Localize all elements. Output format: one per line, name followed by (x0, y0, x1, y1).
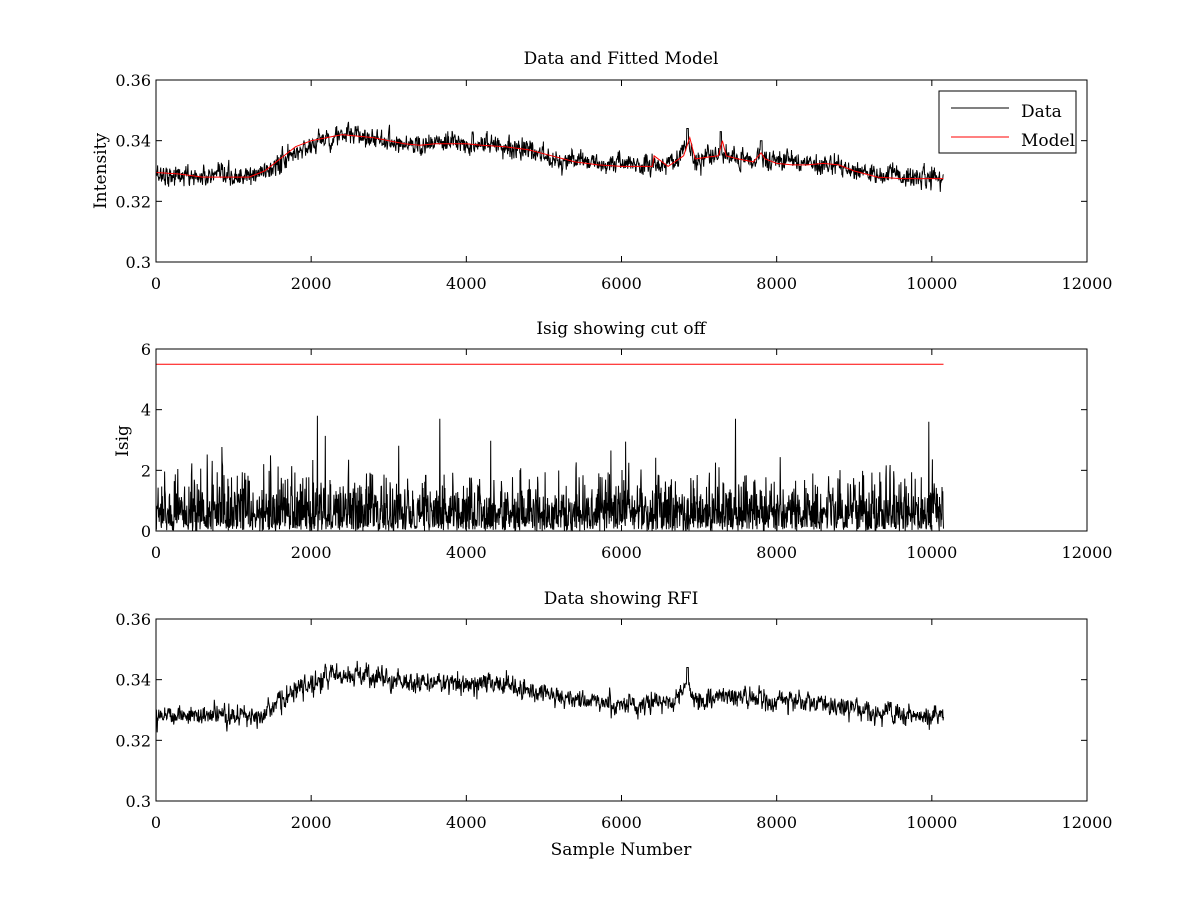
y-tick-label: 0.32 (115, 192, 151, 211)
x-tick-label: 4000 (446, 274, 487, 293)
x-tick-label: 6000 (601, 543, 642, 562)
x-tick-label: 12000 (1062, 274, 1113, 293)
x-tick-label: 8000 (756, 543, 797, 562)
y-tick-label: 0.32 (115, 731, 151, 750)
y-tick-label: 0.3 (126, 792, 151, 811)
x-tick-label: 2000 (291, 813, 332, 832)
legend-data-label: Data (1021, 102, 1062, 122)
x-tick-label: 10000 (906, 274, 957, 293)
panel-2-plot-area: 0 2000 4000 6000 8000 10000 12000 0 2 4 6 (141, 340, 1113, 562)
x-tick-label: 2000 (291, 543, 332, 562)
panel-2-ylabel: Isig (113, 425, 133, 457)
x-tick-label: 0 (151, 543, 161, 562)
series-line-isig (155, 415, 944, 532)
x-tick-label: 8000 (756, 813, 797, 832)
x-tick-label: 10000 (906, 543, 957, 562)
y-tick-label: 0 (141, 522, 151, 541)
y-tick-label: 0.34 (115, 132, 151, 151)
panel-1-ylabel: Intensity (91, 133, 111, 209)
y-tick-label: 0.36 (115, 71, 151, 90)
x-tick-label: 6000 (601, 274, 642, 293)
y-tick-label: 4 (141, 401, 151, 420)
x-tick-label: 6000 (601, 813, 642, 832)
x-tick-label: 0 (151, 274, 161, 293)
series-line-model (155, 134, 944, 180)
panel-isig: Isig showing cut off Isig 0 2000 4000 6000 8… (113, 319, 1112, 562)
panel-2-title: Isig showing cut off (536, 319, 707, 339)
y-tick-label: 2 (141, 461, 151, 480)
x-tick-label: 12000 (1062, 813, 1113, 832)
x-tick-label: 4000 (446, 543, 487, 562)
panel-1-plot-area: 0 2000 4000 6000 8000 10000 12000 0.3 0.32 0.34 0.… (115, 71, 1112, 293)
panel-3-plot-area: 0 2000 4000 6000 8000 10000 12000 0.3 0.32 0.34 0.… (115, 610, 1112, 832)
panel-3-xlabel: Sample Number (551, 840, 693, 860)
legend-box (938, 90, 1077, 154)
series-line-data (155, 121, 944, 192)
panel-3-title: Data showing RFI (544, 589, 699, 609)
panel-1-title: Data and Fitted Model (524, 49, 719, 69)
x-tick-label: 10000 (906, 813, 957, 832)
y-tick-label: 0.3 (126, 253, 151, 272)
x-tick-label: 12000 (1062, 543, 1113, 562)
x-tick-label: 0 (151, 813, 161, 832)
panel-data-and-model: Data and Fitted Model Intensity 0 2000 400… (91, 49, 1112, 293)
y-tick-label: 6 (141, 340, 151, 359)
y-tick-label: 0.34 (115, 671, 151, 690)
y-tick-label: 0.36 (115, 610, 151, 629)
panel-data-showing-rfi: Data showing RFI Sample Number 0 2000 4000… (115, 589, 1112, 860)
x-tick-label: 2000 (291, 274, 332, 293)
series-line-data (155, 660, 944, 733)
legend-model-label: Model (1021, 131, 1075, 151)
x-tick-label: 4000 (446, 813, 487, 832)
x-tick-label: 8000 (756, 274, 797, 293)
panel-1-legend: Data Model (938, 90, 1077, 154)
